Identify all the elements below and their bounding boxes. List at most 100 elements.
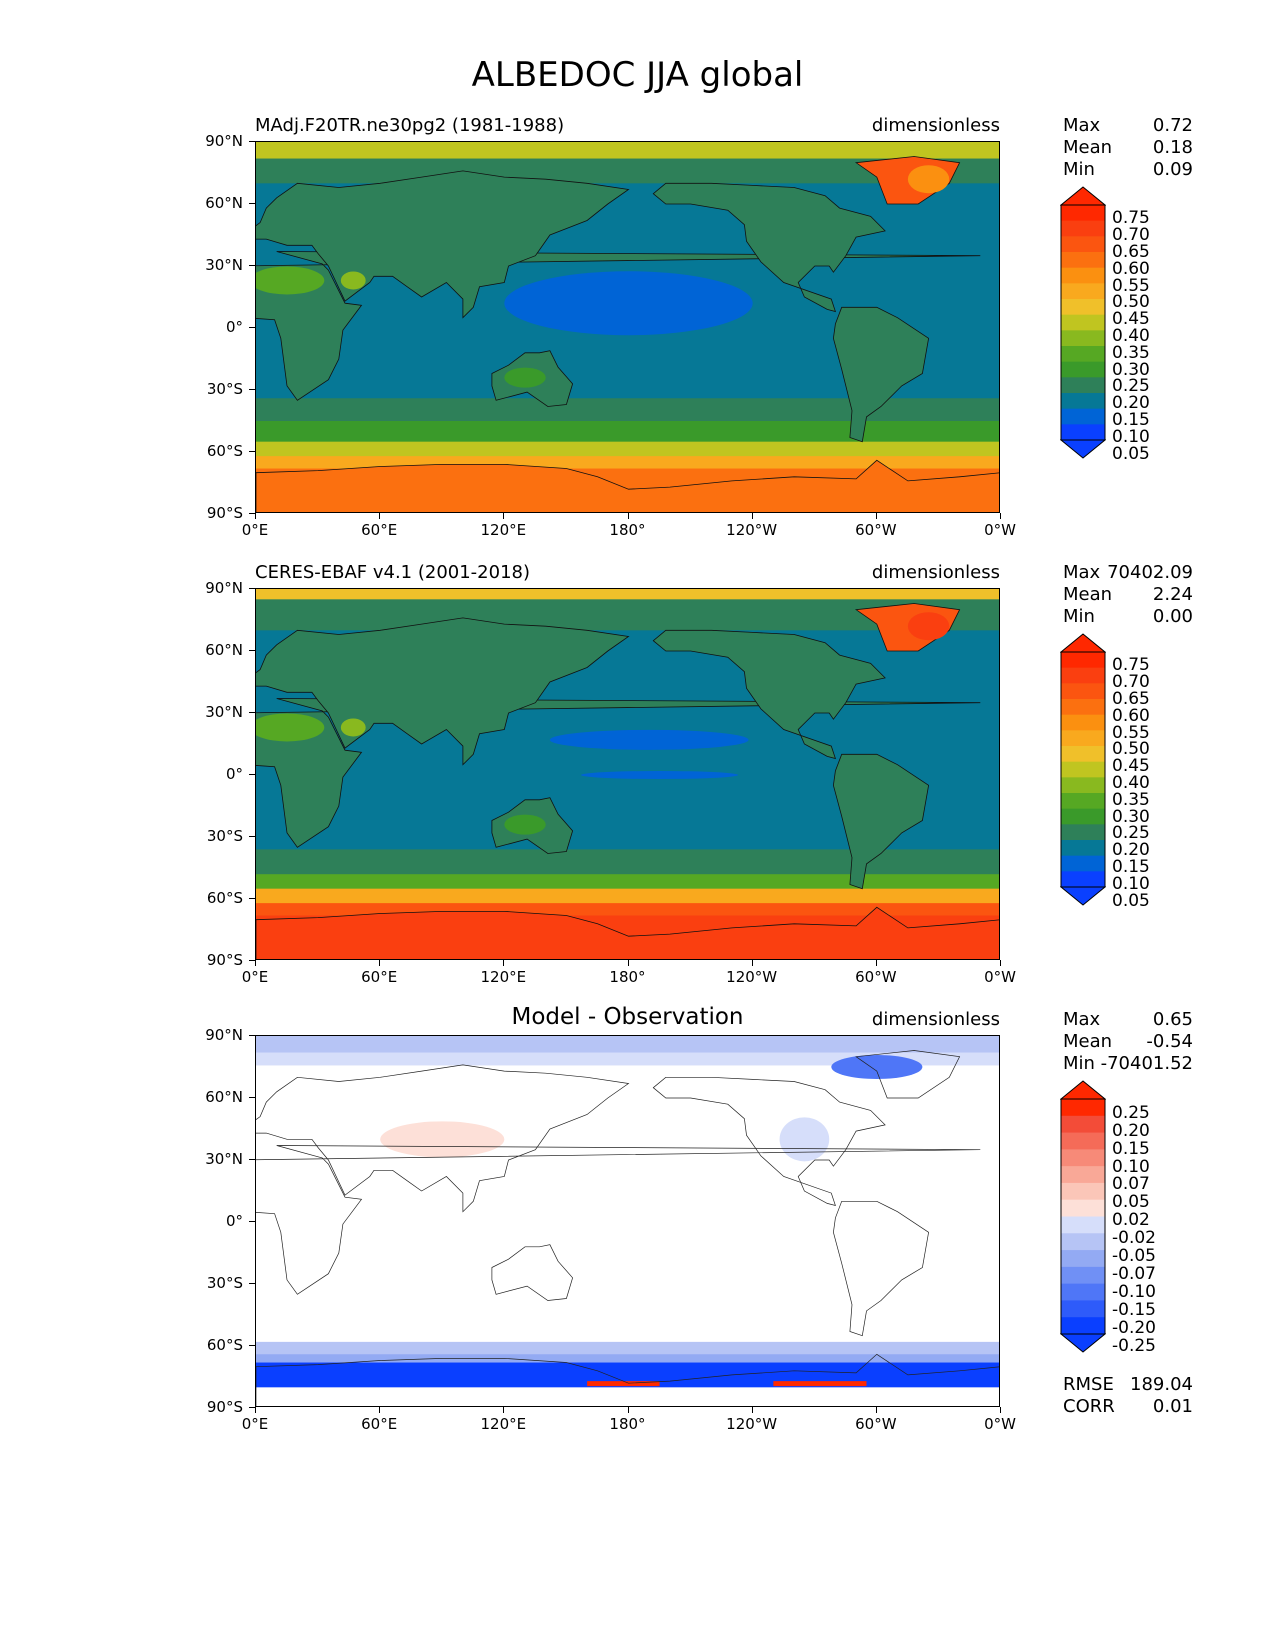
lon-tick-mark xyxy=(627,1407,629,1413)
lon-tick-label: 0°W xyxy=(984,521,1016,539)
lat-tick-mark xyxy=(249,327,255,328)
colorbar-segment xyxy=(1061,777,1105,794)
colorbar-bottom-arrow xyxy=(1059,1333,1107,1353)
colorbar-tick-label: 0.50 xyxy=(1112,739,1150,760)
colorbar-tick-label: -0.25 xyxy=(1112,1335,1156,1356)
lon-tick-mark xyxy=(1000,960,1001,966)
colorbar-tick-label: 0.10 xyxy=(1112,873,1150,894)
map-panel-2: CERES-EBAF v4.1 (2001-2018) dimensionless… xyxy=(0,562,1275,1002)
lon-tick-label: 0°E xyxy=(241,1415,269,1433)
colorbar-container xyxy=(1059,185,1107,479)
panel-left-title: CERES-EBAF v4.1 (2001-2018) xyxy=(255,562,531,583)
stats-block: Max 0.65 Mean -0.54 Min -70401.52 xyxy=(1063,1009,1193,1075)
lat-band xyxy=(256,142,999,160)
colorbar-tick-label: 0.45 xyxy=(1112,309,1150,330)
stat-value: -0.54 xyxy=(1146,1031,1193,1052)
lat-band xyxy=(256,589,999,600)
stat-label: Min xyxy=(1063,1053,1095,1074)
lon-tick-label: 0°W xyxy=(984,968,1016,986)
weddell-positive-strip xyxy=(773,1381,867,1387)
colorbar-segment xyxy=(1061,1199,1105,1217)
lat-tick-label: 30°S xyxy=(206,380,243,398)
lon-tick-label: 60°E xyxy=(361,1415,398,1433)
stat-value: 2.24 xyxy=(1152,584,1193,605)
lat-band xyxy=(256,1341,999,1355)
stats-block: Max 0.72 Mean 0.18 Min 0.09 xyxy=(1063,115,1193,181)
lat-band xyxy=(256,888,999,904)
colorbar-segment xyxy=(1061,267,1105,284)
panel-units: dimensionless xyxy=(871,562,1000,583)
colorbar-segment xyxy=(1061,1099,1105,1117)
lon-tick-mark xyxy=(751,513,753,519)
colorbar-tick-label: -0.20 xyxy=(1112,1317,1156,1338)
arabia-patch xyxy=(340,718,366,737)
stat-label: Max xyxy=(1063,115,1101,136)
lon-tick-mark xyxy=(875,513,877,519)
australia-desert-patch xyxy=(504,814,546,835)
lon-tick-label: 0°E xyxy=(241,968,269,986)
ocean-low-patch xyxy=(504,271,753,336)
lat-band xyxy=(256,421,999,443)
colorbar-tick-label: 0.60 xyxy=(1112,258,1150,279)
coastline-namerica xyxy=(652,1076,886,1206)
greenland-core xyxy=(907,165,950,194)
lon-tick-label: 60°E xyxy=(361,968,398,986)
lon-tick-label: 60°W xyxy=(855,521,897,539)
colorbar-tick-label: 0.35 xyxy=(1112,789,1150,810)
stat-value: 0.00 xyxy=(1152,606,1193,627)
lat-tick-mark xyxy=(249,1283,255,1284)
lat-band xyxy=(256,874,999,890)
lon-tick-label: 180° xyxy=(609,521,646,539)
stat-row: Max 0.72 xyxy=(1063,115,1193,137)
colorbar-outline xyxy=(1060,204,1106,441)
lat-tick-mark xyxy=(249,960,255,961)
stat-value: -70401.52 xyxy=(1100,1053,1193,1074)
land-samerica xyxy=(832,306,930,443)
colorbar-segment xyxy=(1061,1233,1105,1251)
colorbar-segment xyxy=(1061,1283,1105,1301)
land-namerica xyxy=(652,629,886,760)
lat-tick-mark xyxy=(249,389,255,390)
lon-tick-mark xyxy=(503,1407,505,1413)
colorbar-segment xyxy=(1061,746,1105,763)
coastline-antarctica xyxy=(256,1353,999,1406)
colorbar-top-arrow xyxy=(1059,186,1107,206)
colorbar-tick-label: 0.65 xyxy=(1112,242,1150,263)
lat-tick-label: 90°S xyxy=(206,951,243,969)
lon-tick-mark xyxy=(1000,513,1001,519)
map-plot-area xyxy=(255,1035,1000,1407)
land-samerica xyxy=(832,753,930,890)
colorbar-segment xyxy=(1061,1317,1105,1335)
colorbar-tick-label: -0.02 xyxy=(1112,1228,1156,1249)
colorbar-tick-label: 0.02 xyxy=(1112,1210,1150,1231)
lon-tick-mark xyxy=(379,1407,381,1413)
colorbar-segment xyxy=(1061,299,1105,316)
colorbar-top-arrow xyxy=(1059,1080,1107,1100)
stat-row: Min 0.00 xyxy=(1063,606,1193,628)
lon-tick-mark xyxy=(255,513,256,519)
ross-positive-strip xyxy=(587,1381,660,1387)
colorbar xyxy=(1059,1080,1107,1353)
land-africa xyxy=(256,251,981,401)
colorbar-segment xyxy=(1061,252,1105,269)
colorbar-segment xyxy=(1061,346,1105,363)
colorbar-tick-label: 0.75 xyxy=(1112,655,1150,676)
colorbar-tick-label: 0.40 xyxy=(1112,326,1150,347)
lon-tick-mark xyxy=(627,513,629,519)
australia-desert-patch xyxy=(504,367,546,388)
colorbar-top-arrow xyxy=(1059,633,1107,653)
colorbar-tick-label: 0.70 xyxy=(1112,672,1150,693)
colorbar-outline xyxy=(1060,651,1106,888)
coastline-greenland xyxy=(855,1050,961,1099)
colorbar-segment xyxy=(1061,699,1105,716)
lat-tick-mark xyxy=(249,1221,255,1222)
lon-tick-label: 0°E xyxy=(241,521,269,539)
colorbar-tick-label: 0.50 xyxy=(1112,292,1150,313)
colorbar-tick-label: 0.07 xyxy=(1112,1174,1150,1195)
stat-label: Min xyxy=(1063,606,1095,627)
lat-tick-mark xyxy=(249,898,255,899)
lon-tick-mark xyxy=(875,960,877,966)
panel-left-title: MAdj.F20TR.ne30pg2 (1981-1988) xyxy=(255,115,565,136)
lat-tick-label: 60°S xyxy=(206,442,243,460)
asia-positive-patch xyxy=(380,1121,505,1158)
